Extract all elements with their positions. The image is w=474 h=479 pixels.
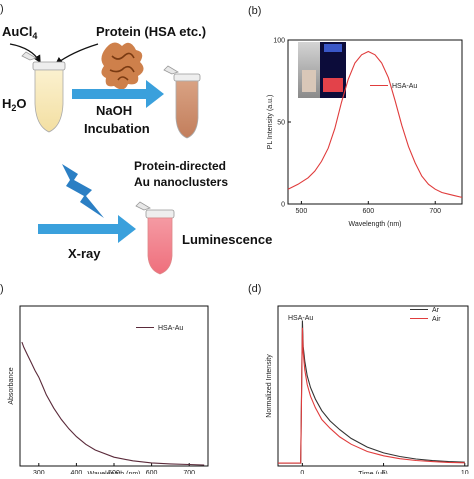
protein-structure-icon — [101, 42, 144, 90]
series-line-hsa-au — [21, 341, 205, 466]
x-tick-label: 700 — [183, 470, 195, 474]
naoh-label: NaOH — [96, 103, 132, 118]
aucl4-text: AuCl — [2, 24, 32, 39]
x-tick-label: 600 — [146, 470, 158, 474]
legend-label: Air — [432, 316, 441, 323]
xray-lightning-icon — [62, 164, 104, 218]
arrow-aucl4-to-tube — [9, 43, 41, 64]
arrow-xray — [38, 215, 136, 243]
incubation-label: Incubation — [84, 121, 150, 136]
chart-d: 0510Time (μs)Normalized IntensityHSA-AuA… — [266, 305, 469, 478]
x-tick-label: 500 — [296, 208, 308, 215]
product-label-line2: Au nanoclusters — [134, 175, 228, 189]
panel-c-chart: ) — [0, 283, 4, 295]
h2o-text: H — [2, 96, 11, 111]
x-tick-label: 400 — [71, 470, 83, 474]
xray-label: X-ray — [68, 246, 101, 261]
series-line-ar — [278, 320, 465, 464]
chart-c: 300400500600700Wavelength (nm)Absorbance… — [8, 305, 209, 478]
x-tick-label: 300 — [33, 470, 45, 474]
panel-label-c: ) — [0, 283, 4, 295]
legend-label: Ar — [432, 307, 440, 314]
y-axis-label: PL Intensity (a.u.) — [267, 95, 274, 150]
y-axis-label: Normalized Intensity — [266, 354, 273, 418]
inset-photo — [298, 42, 346, 98]
panel-label-b: (b) — [248, 5, 261, 17]
h2o-subscript: 2 — [11, 103, 16, 113]
panel-label-a: ) — [0, 3, 4, 15]
series-line-hsa-au — [287, 50, 463, 198]
plot-frame-d — [277, 305, 469, 467]
protein-label: Protein (HSA etc.) — [96, 24, 206, 39]
arrow-protein-to-tube — [54, 43, 99, 65]
x-tick-label: 600 — [362, 208, 374, 215]
legend-label: HSA-Au — [158, 325, 183, 332]
y-tick-label: 50 — [277, 120, 285, 127]
panel-b-chart: (b) — [248, 5, 346, 98]
h2o-tail: O — [16, 96, 26, 111]
luminescence-label: Luminescence — [182, 232, 272, 247]
arrow-incubation — [72, 80, 164, 108]
y-tick-label: 100 — [273, 38, 285, 45]
chart-b: 500 600 700 0 50 100 Wavelength (nm) PL Intensi… — [267, 38, 463, 228]
legend-label: HSA-Au — [392, 83, 417, 90]
panel-label-d: (d) — [248, 283, 261, 295]
product-label-line1: Protein-directed — [134, 159, 226, 173]
x-tick-label: 0 — [300, 470, 304, 474]
y-axis-label: Absorbance — [8, 367, 15, 404]
x-tick-label: 10 — [461, 470, 469, 474]
y-tick-label: 0 — [281, 202, 285, 209]
tube-h2o — [21, 51, 66, 133]
series-line-air — [278, 327, 465, 464]
panel-d-chart: (d) — [248, 283, 261, 295]
tube-incubated — [163, 65, 201, 139]
tube-luminescent — [135, 201, 175, 275]
x-axis-label: Wavelength (nm) — [348, 221, 401, 228]
aucl4-subscript: 4 — [32, 31, 37, 41]
chart-annotation: HSA-Au — [288, 315, 313, 322]
h2o-label: H2O — [2, 96, 27, 113]
x-tick-label: 700 — [429, 208, 441, 215]
aucl4-label: AuCl4 — [2, 24, 37, 41]
panel-a-schematic: ) AuCl4 Protein (HSA etc.) H2O NaOH Incu… — [0, 3, 272, 275]
